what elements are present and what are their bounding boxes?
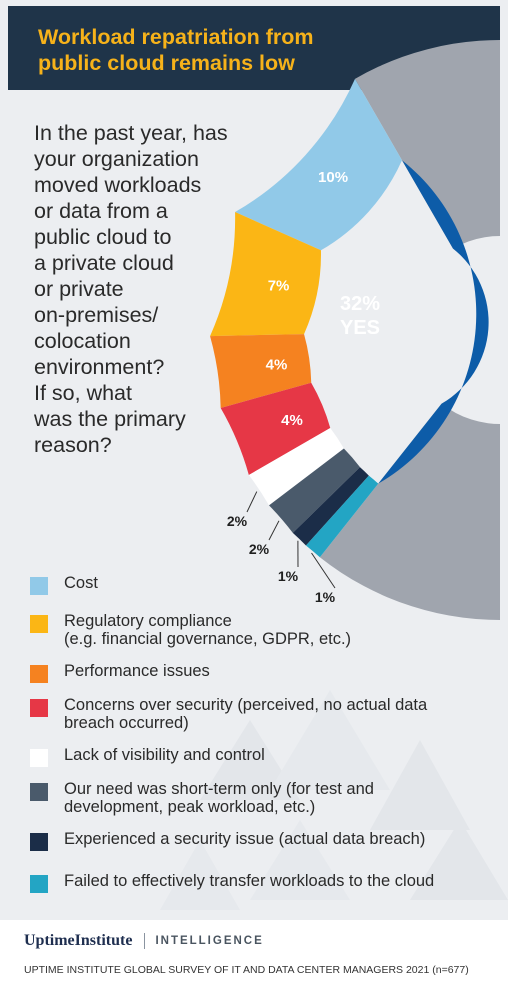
legend-label-line: (e.g. financial governance, GDPR, etc.) — [64, 630, 352, 648]
legend-item: Cost — [30, 574, 98, 595]
legend-label-line: development, peak workload, etc.) — [64, 798, 316, 816]
question-line: or data from a — [34, 199, 168, 223]
callout-line — [311, 552, 336, 589]
question-line: If so, what — [34, 381, 132, 405]
legend-label-line: Performance issues — [64, 662, 210, 680]
legend-label-line: Our need was short-term only (for test a… — [64, 780, 374, 798]
callout-label: 2% — [249, 541, 270, 557]
legend-label: Performance issues — [64, 662, 210, 680]
footer: UptimeInstitute INTELLIGENCE UPTIME INST… — [0, 920, 508, 1000]
survey-question: In the past year, has your organization mo… — [34, 120, 264, 458]
legend-item: Experienced a security issue (actual dat… — [30, 830, 425, 851]
legend-swatch — [30, 875, 48, 893]
yes-slice — [378, 160, 489, 484]
slice-3 — [210, 334, 312, 408]
legend-swatch — [30, 749, 48, 767]
question-line: your organization — [34, 147, 199, 171]
question-line: moved workloads — [34, 173, 202, 197]
title-line: Workload repatriation from — [38, 25, 314, 49]
legend-label-line: Regulatory compliance — [64, 612, 232, 630]
legend-item: Concerns over security (perceived, no ac… — [30, 696, 427, 732]
legend-item: Failed to effectively transfer workloads… — [30, 872, 434, 893]
legend-label-line: Experienced a security issue (actual dat… — [64, 830, 426, 848]
chart-title: Workload repatriation from public cloud r… — [38, 24, 314, 76]
question-line: colocation — [34, 329, 131, 353]
uptime-logo: UptimeInstitute INTELLIGENCE — [24, 932, 264, 950]
slice-label: 10% — [318, 169, 348, 186]
question-line: In the past year, has — [34, 121, 228, 145]
slice-label: 4% — [266, 357, 288, 374]
legend-label-line: Lack of visibility and control — [64, 746, 265, 764]
legend-item: Our need was short-term only (for test a… — [30, 780, 374, 816]
question-line: public cloud to — [34, 225, 172, 249]
remainder-slice — [319, 40, 500, 620]
callout-label: 1% — [278, 568, 299, 584]
logo-unit: INTELLIGENCE — [155, 935, 264, 947]
legend-swatch — [30, 783, 48, 801]
legend-swatch — [30, 699, 48, 717]
legend-swatch — [30, 577, 48, 595]
slice-label: 4% — [281, 412, 303, 429]
question-line: reason? — [34, 433, 112, 457]
legend-label: Cost — [64, 574, 98, 592]
source-note: UPTIME INSTITUTE GLOBAL SURVEY OF IT AND… — [24, 964, 469, 976]
slice-4 — [220, 382, 331, 475]
callout-label: 2% — [227, 513, 248, 529]
slice-2 — [210, 212, 321, 337]
legend-label: Regulatory compliance (e.g. financial gov… — [64, 612, 351, 648]
callout-line — [246, 491, 258, 513]
slice-8 — [305, 475, 379, 558]
legend-swatch — [30, 833, 48, 851]
legend-item: Performance issues — [30, 662, 210, 683]
legend-label: Lack of visibility and control — [64, 746, 265, 764]
legend-label: Concerns over security (perceived, no ac… — [64, 696, 427, 732]
title-line: public cloud remains low — [38, 51, 295, 75]
slice-5 — [248, 428, 344, 506]
question-line: a private cloud — [34, 251, 174, 275]
legend-item: Regulatory compliance (e.g. financial gov… — [30, 612, 351, 648]
slice-6 — [269, 448, 360, 533]
callout-line — [268, 520, 280, 541]
legend-label: Our need was short-term only (for test a… — [64, 780, 374, 816]
callout-label: 1% — [315, 589, 336, 605]
logo-divider — [144, 933, 146, 949]
yes-percent-label: 32% — [340, 293, 380, 315]
legend-label-line: Failed to effectively transfer workloads… — [64, 872, 435, 890]
yes-label: YES — [340, 317, 380, 339]
slice-label: 7% — [268, 278, 290, 295]
legend-label-line: breach occurred) — [64, 714, 189, 732]
legend-label: Failed to effectively transfer workloads… — [64, 872, 434, 890]
logo-name: UptimeInstitute — [24, 932, 133, 949]
question-line: on-premises/ — [34, 303, 159, 327]
legend-label-line: Concerns over security (perceived, no ac… — [64, 696, 428, 714]
question-line: environment? — [34, 355, 165, 379]
slice-1 — [235, 78, 402, 251]
question-line: was the primary — [34, 407, 186, 431]
slice-7 — [292, 467, 369, 546]
legend-label: Experienced a security issue (actual dat… — [64, 830, 425, 848]
legend-item: Lack of visibility and control — [30, 746, 265, 767]
question-line: or private — [34, 277, 124, 301]
legend-swatch — [30, 615, 48, 633]
legend-swatch — [30, 665, 48, 683]
legend-label-line: Cost — [64, 574, 98, 592]
